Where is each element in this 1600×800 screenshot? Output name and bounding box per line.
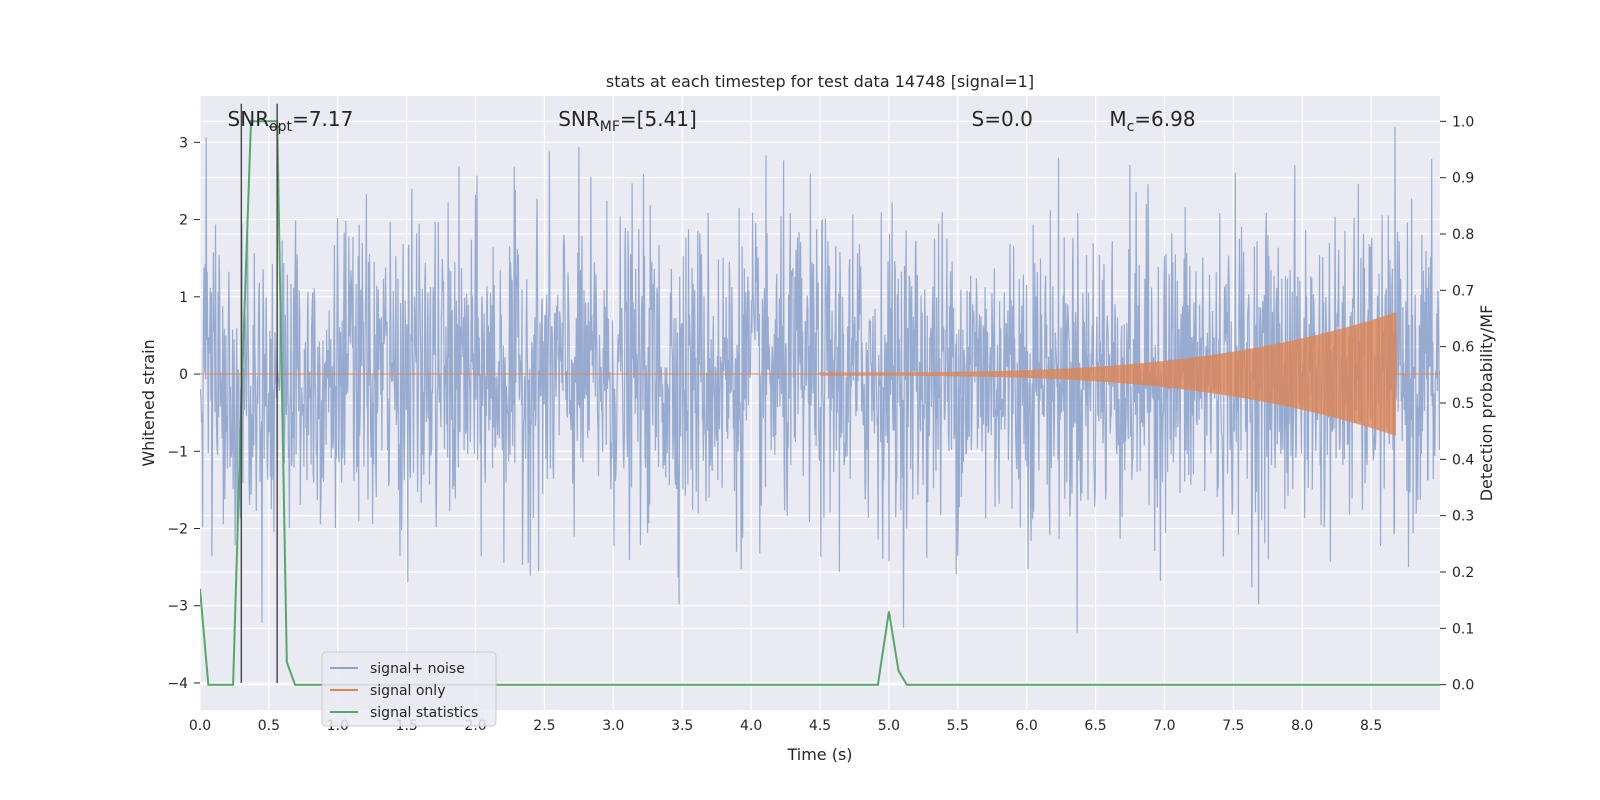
annotation-label: S=0.0: [972, 107, 1033, 131]
x-tick-label: 5.0: [878, 718, 900, 734]
x-tick-label: 3.5: [671, 718, 693, 734]
legend-box: [321, 651, 497, 727]
legend-label: signal statistics: [370, 705, 478, 721]
y-tick-label: 0: [179, 367, 188, 383]
legend-label: signal+ noise: [370, 661, 465, 677]
marker-layer: [240, 103, 280, 683]
y2-tick-label: 0.7: [1452, 283, 1474, 299]
x-tick-label: 6.5: [1084, 718, 1106, 734]
series-signal-noise: [200, 126, 1440, 633]
y2-tick-label: 0.3: [1452, 509, 1474, 525]
x-axis-label: Time (s): [786, 745, 852, 764]
y2-tick-label: 1.0: [1452, 114, 1474, 130]
y2-tick-label: 0.0: [1452, 678, 1474, 694]
x-tick-label: 8.5: [1360, 718, 1382, 734]
y-tick-label: 3: [179, 135, 188, 151]
y-tick-label: −1: [167, 444, 188, 460]
legend-label: signal only: [370, 683, 445, 699]
y-axis-label: Whitened strain: [139, 339, 158, 466]
x-tick-label: 0.0: [189, 718, 211, 734]
y2-tick-label: 0.2: [1452, 565, 1474, 581]
x-tick-label: 7.0: [1153, 718, 1175, 734]
y-tick-label: −4: [167, 676, 188, 692]
y-tick-label: 1: [179, 290, 188, 306]
y2-tick-label: 0.5: [1452, 396, 1474, 412]
y2-tick-label: 0.6: [1452, 340, 1474, 356]
x-tick-label: 4.5: [809, 718, 831, 734]
y-axis-left: −4 −3 −2 −1 0 1 2 3: [167, 135, 200, 692]
x-tick-label: 5.5: [947, 718, 969, 734]
y-tick-label: −2: [167, 522, 188, 538]
y-tick-label: 2: [179, 213, 188, 229]
y2-tick-label: 0.1: [1452, 621, 1474, 637]
annotation-label: SNRopt=7.17: [228, 107, 354, 135]
chart-title: stats at each timestep for test data 147…: [606, 72, 1034, 91]
legend: signal+ noise signal only signal statistic…: [321, 651, 497, 727]
x-tick-label: 3.0: [602, 718, 624, 734]
y2-tick-label: 0.8: [1452, 227, 1474, 243]
y2-tick-label: 0.9: [1452, 171, 1474, 187]
x-tick-label: 0.5: [258, 718, 280, 734]
y2-tick-label: 0.4: [1452, 452, 1474, 468]
annotation-label: Mc=6.98: [1109, 107, 1195, 135]
y2-axis-label: Detection probability/MF: [1477, 305, 1496, 502]
annotations: SNRopt=7.17 SNRMF=[5.41] S=0.0 Mc=6.98: [228, 107, 1196, 135]
x-tick-label: 7.5: [1222, 718, 1244, 734]
x-tick-label: 2.5: [533, 718, 555, 734]
annotation-label: SNRMF=[5.41]: [558, 107, 697, 135]
x-tick-label: 8.0: [1291, 718, 1313, 734]
y-tick-label: −3: [167, 599, 188, 615]
series-signal-only: [200, 312, 1440, 436]
x-tick-label: 4.0: [740, 718, 762, 734]
y-axis-right: 0.0 0.1 0.2 0.3 0.4 0.5 0.6 0.7 0.8 0.9 1.0: [1440, 114, 1474, 694]
x-tick-label: 6.0: [1016, 718, 1038, 734]
